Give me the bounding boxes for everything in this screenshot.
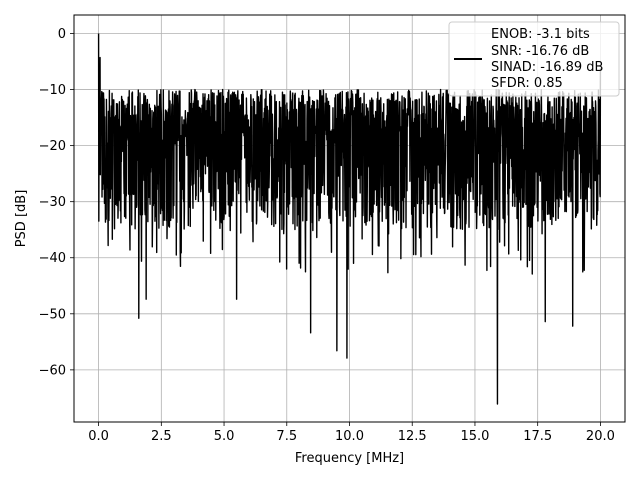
y-tick-label: 0 xyxy=(58,27,66,42)
y-tick-label: −20 xyxy=(39,139,66,154)
x-tick-label: 0.0 xyxy=(88,429,109,444)
y-tick-label: −60 xyxy=(39,363,66,378)
y-tick-label: −10 xyxy=(39,83,66,98)
y-tick-label: −30 xyxy=(39,195,66,210)
y-tick-label: −40 xyxy=(39,251,66,266)
y-axis-label: PSD [dB] xyxy=(14,190,29,248)
legend-entry-snr: SNR: -16.76 dB xyxy=(491,44,589,59)
x-tick-label: 17.5 xyxy=(523,429,552,444)
x-tick-label: 15.0 xyxy=(460,429,489,444)
legend-entry-enob: ENOB: -3.1 bits xyxy=(491,27,590,42)
legend-box xyxy=(448,21,620,97)
x-tick-label: 5.0 xyxy=(214,429,235,444)
x-axis-ticks: 0.0 2.5 5.0 7.5 10.0 12.5 15.0 17.5 20.0 xyxy=(88,422,615,444)
x-tick-label: 20.0 xyxy=(586,429,615,444)
x-tick-label: 12.5 xyxy=(398,429,427,444)
plot-area xyxy=(97,33,602,405)
x-tick-label: 2.5 xyxy=(151,429,172,444)
legend-entry-sfdr: SFDR: 0.85 xyxy=(491,76,563,91)
legend-entry-sinad: SINAD: -16.89 dB xyxy=(491,60,603,75)
x-tick-label: 10.0 xyxy=(335,429,364,444)
x-axis-label: Frequency [MHz] xyxy=(295,451,404,466)
x-tick-label: 7.5 xyxy=(276,429,297,444)
psd-series-line xyxy=(97,33,602,405)
y-tick-label: −50 xyxy=(39,307,66,322)
y-axis-ticks: 0 −10 −20 −30 −40 −50 −60 xyxy=(39,27,74,378)
legend: ENOB: -3.1 bits SNR: -16.76 dB SINAD: -1… xyxy=(448,21,620,97)
